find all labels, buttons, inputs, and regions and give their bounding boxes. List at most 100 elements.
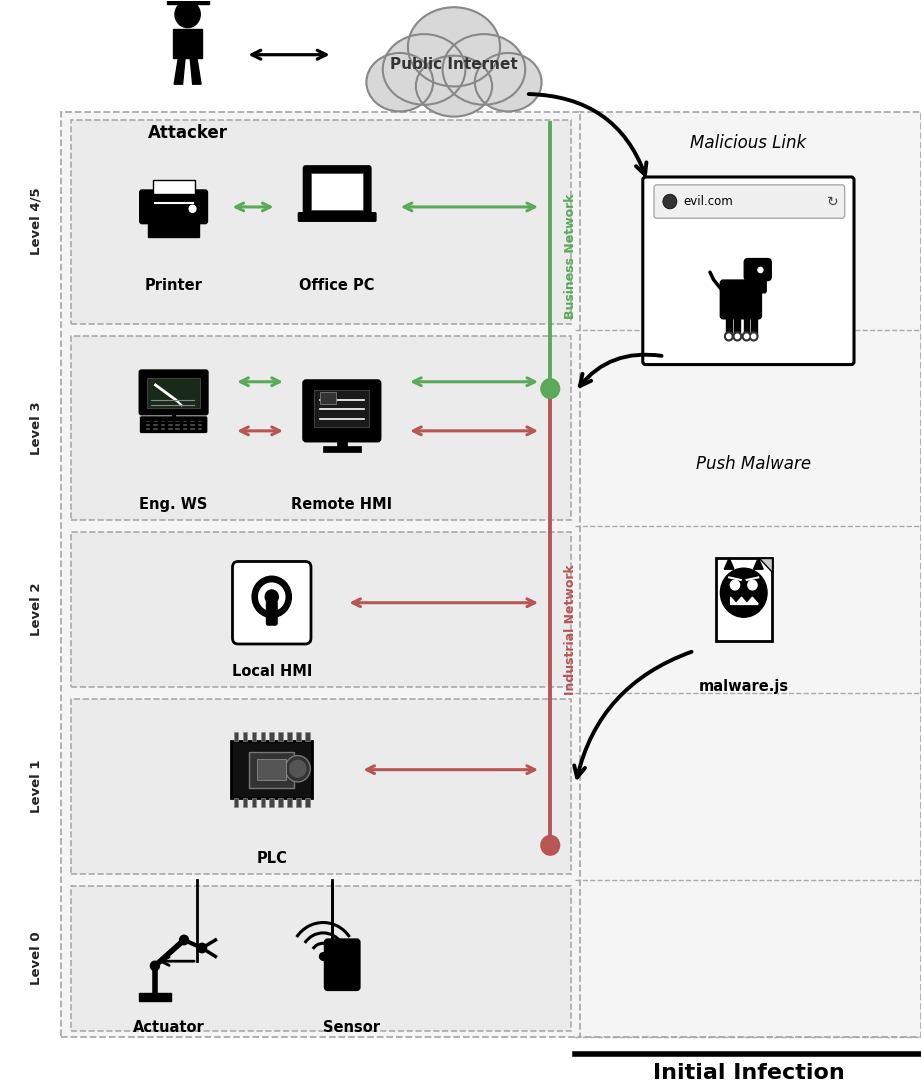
Ellipse shape: [475, 53, 541, 111]
Polygon shape: [174, 58, 185, 84]
Circle shape: [290, 761, 306, 777]
Circle shape: [285, 755, 311, 782]
Text: Actuator: Actuator: [133, 1019, 205, 1035]
Circle shape: [750, 332, 758, 341]
FancyBboxPatch shape: [252, 798, 256, 807]
Text: Public Internet: Public Internet: [390, 57, 518, 72]
FancyBboxPatch shape: [242, 798, 247, 807]
Text: Industrial Network: Industrial Network: [564, 564, 577, 694]
Text: Malicious Link: Malicious Link: [691, 134, 807, 152]
FancyBboxPatch shape: [182, 423, 187, 426]
Circle shape: [197, 943, 207, 953]
Circle shape: [758, 268, 762, 273]
Circle shape: [541, 379, 560, 398]
FancyBboxPatch shape: [71, 335, 571, 520]
Circle shape: [742, 332, 751, 341]
FancyBboxPatch shape: [152, 180, 195, 194]
Circle shape: [180, 936, 189, 944]
FancyBboxPatch shape: [233, 732, 238, 741]
Circle shape: [751, 334, 756, 338]
FancyBboxPatch shape: [303, 166, 371, 217]
FancyBboxPatch shape: [196, 420, 202, 422]
Ellipse shape: [443, 34, 526, 104]
Text: Business Network: Business Network: [564, 194, 577, 319]
Circle shape: [733, 332, 741, 341]
FancyBboxPatch shape: [160, 420, 165, 422]
FancyBboxPatch shape: [269, 798, 274, 807]
FancyBboxPatch shape: [71, 120, 571, 324]
FancyBboxPatch shape: [189, 420, 195, 422]
FancyBboxPatch shape: [182, 420, 187, 422]
Circle shape: [727, 334, 731, 338]
FancyBboxPatch shape: [278, 732, 283, 741]
Text: Sensor: Sensor: [323, 1019, 380, 1035]
FancyBboxPatch shape: [252, 732, 256, 741]
Text: Level 4/5: Level 4/5: [30, 188, 42, 256]
FancyBboxPatch shape: [323, 446, 361, 453]
FancyBboxPatch shape: [303, 381, 381, 442]
FancyBboxPatch shape: [148, 220, 199, 237]
Circle shape: [189, 206, 195, 212]
FancyBboxPatch shape: [249, 752, 294, 788]
Circle shape: [150, 961, 160, 970]
Circle shape: [663, 194, 677, 209]
Text: Initial Infection: Initial Infection: [653, 1063, 845, 1084]
FancyBboxPatch shape: [145, 428, 150, 430]
Circle shape: [320, 953, 326, 961]
Ellipse shape: [366, 53, 433, 111]
Polygon shape: [190, 58, 201, 84]
FancyBboxPatch shape: [145, 420, 150, 422]
Circle shape: [730, 580, 739, 590]
FancyBboxPatch shape: [305, 798, 310, 807]
FancyBboxPatch shape: [288, 798, 292, 807]
Circle shape: [744, 334, 749, 338]
Circle shape: [175, 1, 200, 27]
FancyBboxPatch shape: [160, 423, 165, 426]
Circle shape: [735, 334, 739, 338]
FancyBboxPatch shape: [145, 423, 150, 426]
FancyBboxPatch shape: [71, 886, 571, 1031]
Text: PLC: PLC: [256, 851, 287, 866]
Circle shape: [259, 583, 285, 610]
FancyBboxPatch shape: [233, 798, 238, 807]
FancyBboxPatch shape: [174, 420, 180, 422]
Circle shape: [754, 259, 761, 265]
Circle shape: [762, 259, 767, 265]
FancyBboxPatch shape: [182, 428, 187, 430]
FancyBboxPatch shape: [715, 558, 772, 641]
FancyBboxPatch shape: [140, 417, 207, 432]
FancyBboxPatch shape: [266, 601, 278, 626]
FancyBboxPatch shape: [232, 561, 311, 644]
Text: Attacker: Attacker: [148, 124, 228, 143]
FancyBboxPatch shape: [160, 428, 165, 430]
FancyBboxPatch shape: [751, 314, 757, 334]
FancyBboxPatch shape: [231, 741, 313, 798]
FancyBboxPatch shape: [311, 173, 363, 210]
FancyBboxPatch shape: [305, 732, 310, 741]
FancyBboxPatch shape: [196, 428, 202, 430]
FancyBboxPatch shape: [167, 428, 172, 430]
FancyBboxPatch shape: [139, 370, 207, 415]
FancyBboxPatch shape: [167, 423, 172, 426]
FancyBboxPatch shape: [320, 392, 336, 405]
Text: malware.js: malware.js: [699, 679, 789, 694]
Ellipse shape: [416, 55, 492, 116]
FancyBboxPatch shape: [314, 390, 369, 428]
Text: Printer: Printer: [145, 279, 203, 294]
FancyBboxPatch shape: [174, 428, 180, 430]
FancyBboxPatch shape: [296, 732, 301, 741]
Text: Local HMI: Local HMI: [231, 665, 312, 679]
FancyBboxPatch shape: [735, 314, 740, 334]
FancyBboxPatch shape: [261, 798, 265, 807]
Polygon shape: [725, 558, 734, 569]
FancyBboxPatch shape: [167, 0, 208, 3]
FancyBboxPatch shape: [174, 423, 180, 426]
FancyBboxPatch shape: [337, 437, 347, 447]
Circle shape: [725, 332, 733, 341]
FancyBboxPatch shape: [257, 759, 286, 780]
FancyBboxPatch shape: [71, 698, 571, 874]
FancyBboxPatch shape: [139, 992, 171, 1001]
FancyBboxPatch shape: [299, 212, 376, 221]
FancyBboxPatch shape: [720, 280, 762, 319]
FancyBboxPatch shape: [325, 939, 360, 990]
